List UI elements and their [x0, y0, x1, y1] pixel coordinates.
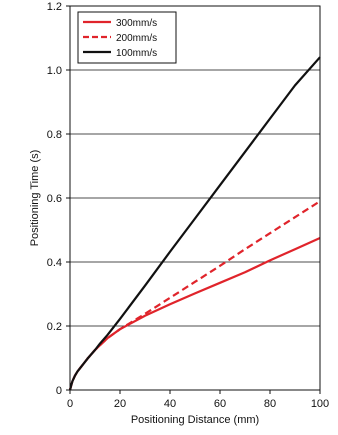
y-tick-label: 0: [56, 385, 62, 397]
grid-layer: [70, 69, 320, 327]
y-tick-label: 0.8: [47, 129, 62, 141]
y-tick-label: 0.6: [47, 193, 62, 205]
x-tick-label: 100: [311, 398, 329, 410]
tick-layer: 0 0.2 0.4 0.6 0.8 1.0 1.2 0 20 40 60 80 100: [47, 1, 329, 410]
x-tick-label: 60: [214, 398, 226, 410]
y-tick-label: 1.2: [47, 1, 62, 13]
series-line-300mm-per-s: [68, 236, 321, 391]
y-axis-label: Positioning Time (s): [29, 150, 41, 247]
y-tick-label: 0.4: [47, 257, 62, 269]
x-axis-label: Positioning Distance (mm): [131, 414, 259, 426]
legend-label: 100mm/s: [116, 48, 157, 59]
x-tick-label: 80: [264, 398, 276, 410]
legend: 300mm/s 200mm/s 100mm/s: [77, 11, 177, 64]
legend-label: 200mm/s: [116, 33, 157, 44]
x-tick-label: 0: [67, 398, 73, 410]
series-line-100mm-per-s: [68, 56, 321, 391]
x-tick-label: 40: [164, 398, 176, 410]
series-line-200mm-per-s: [68, 200, 321, 391]
y-tick-label: 0.2: [47, 321, 62, 333]
series-layer: [68, 56, 321, 391]
legend-label: 300mm/s: [116, 18, 157, 29]
x-tick-label: 20: [114, 398, 126, 410]
y-tick-label: 1.0: [47, 65, 62, 77]
